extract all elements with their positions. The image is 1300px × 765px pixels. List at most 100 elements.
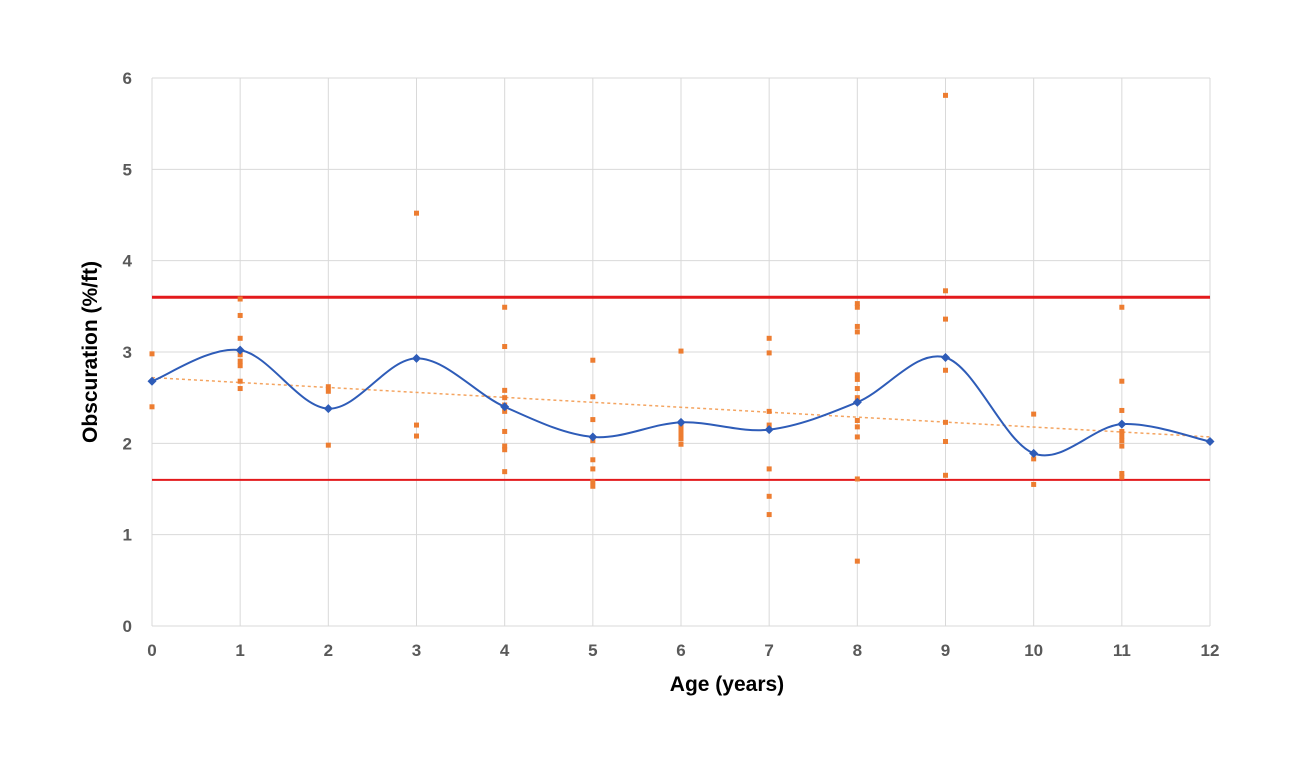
y-tick-label: 1: [123, 526, 132, 545]
scatter-point: [678, 436, 684, 442]
scatter-point: [854, 304, 860, 310]
scatter-point: [854, 476, 860, 482]
scatter-point: [1031, 411, 1037, 417]
scatter-point: [1031, 481, 1037, 487]
scatter-point: [502, 443, 508, 449]
scatter-point: [237, 378, 243, 384]
scatter-point: [325, 384, 331, 390]
mean-marker: [235, 345, 245, 355]
x-tick-label: 10: [1024, 641, 1043, 660]
scatter-point: [237, 386, 243, 392]
y-tick-label: 6: [123, 69, 132, 88]
mean-marker: [941, 352, 950, 362]
scatter-point: [1031, 456, 1037, 462]
scatter-point: [237, 312, 243, 318]
y-axis-title: Obscuration (%/ft): [79, 261, 102, 443]
scatter-point: [854, 558, 860, 564]
scatter-point: [1119, 433, 1125, 439]
scatter-point: [854, 372, 860, 378]
x-tick-label: 0: [147, 641, 156, 660]
scatter-point: [590, 357, 596, 363]
scatter-point: [325, 442, 331, 448]
y-tick-label: 3: [123, 343, 132, 362]
scatter-point: [943, 419, 948, 425]
scatter-point: [590, 479, 596, 485]
x-tick-label: 8: [853, 641, 862, 660]
mean-marker: [676, 417, 686, 427]
scatter-point: [1119, 428, 1125, 434]
mean-marker: [500, 402, 510, 412]
x-tick-label: 3: [412, 641, 421, 660]
scatter-point: [414, 433, 419, 439]
scatter-point: [237, 358, 243, 364]
scatter-point: [502, 447, 508, 453]
scatter-point: [590, 483, 596, 489]
scatter-point: [854, 418, 860, 423]
scatter-point: [766, 350, 772, 356]
mean-marker: [764, 425, 774, 435]
scatter-point: [237, 335, 243, 341]
scatter-point: [502, 469, 508, 475]
scatter-point: [766, 493, 772, 499]
x-axis-title: Age (years): [670, 673, 784, 696]
scatter-point: [1119, 443, 1125, 449]
scatter-point: [854, 434, 860, 440]
x-tick-label: 9: [941, 641, 950, 660]
mean-series: [147, 345, 1215, 458]
y-tick-label: 4: [123, 252, 133, 271]
scatter-point: [1119, 470, 1125, 476]
scatter-point: [502, 304, 508, 310]
scatter-point: [590, 417, 596, 423]
x-tick-labels: 0 1 2 3 4 5 6 7 8 9 10 11 12: [147, 641, 1219, 660]
y-tick-label: 2: [123, 434, 132, 453]
scatter-point: [943, 367, 948, 373]
scatter-point: [854, 376, 860, 382]
scatter-point: [1119, 407, 1125, 413]
x-tick-label: 4: [500, 641, 510, 660]
scatter-point: [854, 386, 860, 392]
scatter-point: [766, 335, 772, 341]
scatter-point: [237, 363, 243, 369]
scatter-point: [766, 512, 772, 518]
mean-marker: [412, 353, 421, 363]
scatter-point: [1119, 304, 1125, 310]
scatter-point: [590, 457, 596, 463]
x-tick-label: 7: [764, 641, 773, 660]
x-tick-label: 5: [588, 641, 597, 660]
scatter-point: [943, 316, 948, 322]
scatter-points: [149, 92, 1213, 564]
scatter-point: [678, 348, 684, 354]
scatter-point: [502, 344, 508, 350]
y-tick-label: 5: [123, 160, 132, 179]
scatter-point: [766, 466, 772, 472]
scatter-point: [678, 428, 684, 434]
scatter-point: [943, 472, 948, 478]
scatter-point: [854, 395, 860, 401]
mean-marker: [852, 397, 862, 407]
scatter-point: [414, 210, 419, 216]
limit-lines: [152, 295, 1210, 481]
mean-marker: [588, 432, 598, 442]
scatter-point: [678, 441, 684, 447]
scatter-point: [414, 422, 419, 428]
x-tick-label: 6: [676, 641, 685, 660]
scatter-point: [943, 92, 948, 98]
scatter-point: [766, 422, 772, 428]
mean-marker: [1205, 437, 1215, 447]
scatter-point: [149, 404, 155, 410]
scatter-point: [590, 394, 596, 400]
scatter-point: [943, 439, 948, 445]
scatter-point: [502, 387, 508, 393]
scatter-point: [325, 388, 331, 394]
scatter-point: [149, 351, 155, 357]
scatter-point: [1119, 378, 1125, 384]
x-tick-label: 2: [324, 641, 333, 660]
x-tick-label: 11: [1113, 641, 1131, 660]
x-tick-label: 12: [1201, 641, 1220, 660]
scatter-point: [943, 288, 948, 294]
scatter-point: [678, 432, 684, 438]
scatter-point: [854, 323, 860, 329]
scatter-point: [1119, 474, 1125, 480]
x-tick-label: 1: [235, 641, 244, 660]
